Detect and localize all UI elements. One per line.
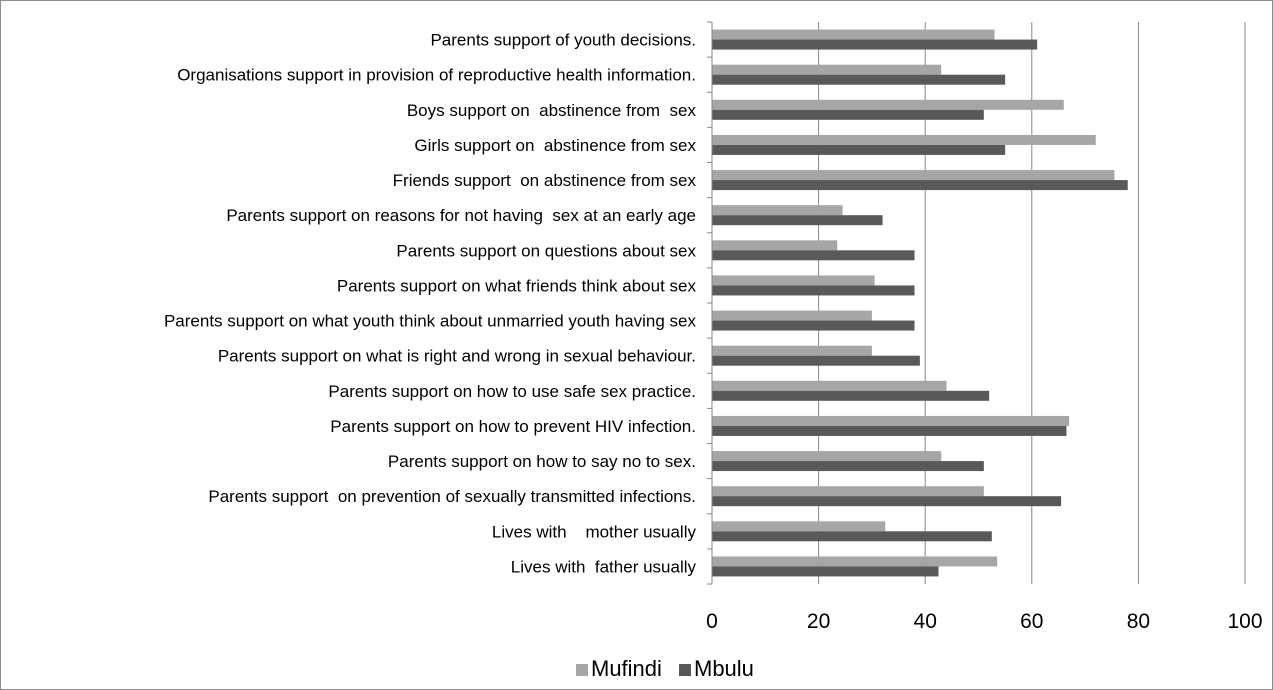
legend-swatch-mufindi [576, 664, 588, 676]
bar-mbulu-6 [712, 250, 915, 261]
category-label: Parents support on what is right and wro… [218, 347, 696, 366]
bar-mufindi-9 [712, 345, 872, 356]
legend-swatch-mbulu [679, 664, 691, 676]
bar-mufindi-8 [712, 310, 872, 321]
category-label: Boys support on abstinence from sex [407, 101, 697, 120]
bar-mufindi-3 [712, 134, 1096, 145]
bar-mufindi-6 [712, 240, 838, 251]
bar-mbulu-13 [712, 496, 1062, 507]
category-labels: Parents support of youth decisions. Organ… [164, 31, 697, 577]
bar-mbulu-3 [712, 144, 1006, 155]
bar-mufindi-15 [712, 556, 998, 567]
bar-mufindi-12 [712, 451, 942, 462]
bar-mbulu-14 [712, 531, 992, 542]
bar-mbulu-2 [712, 109, 984, 120]
category-label: Parents support on reasons for not havin… [226, 206, 696, 225]
category-label: Parents support on questions about sex [396, 241, 696, 260]
legend-label-mufindi: Mufindi [591, 656, 662, 681]
bar-mufindi-13 [712, 486, 984, 497]
bar-mbulu-7 [712, 285, 915, 296]
category-label: Lives with mother usually [492, 522, 697, 541]
x-tick-label-100: 100 [1227, 610, 1262, 633]
bar-mufindi-2 [712, 99, 1064, 110]
bar-mufindi-7 [712, 275, 875, 286]
axes [707, 21, 713, 585]
x-tick-label-60: 60 [1020, 610, 1043, 633]
bar-mbulu-8 [712, 320, 915, 331]
bar-mufindi-14 [712, 521, 886, 532]
legend: Mufindi Mbulu [576, 656, 754, 681]
bar-mufindi-1 [712, 64, 942, 75]
bar-mufindi-4 [712, 170, 1115, 181]
category-label: Organisations support in provision of re… [177, 66, 696, 85]
bar-mbulu-10 [712, 390, 990, 401]
bar-mufindi-10 [712, 380, 947, 391]
category-label: Parents support on what friends think ab… [337, 276, 697, 295]
bar-mbulu-9 [712, 355, 920, 366]
category-label: Girls support on abstinence from sex [414, 136, 696, 155]
bar-mbulu-5 [712, 215, 883, 226]
category-label: Parents support on how to say no to sex. [388, 452, 696, 471]
x-tick-label-40: 40 [914, 610, 937, 633]
bar-mbulu-11 [712, 425, 1067, 436]
bar-mufindi-0 [712, 29, 995, 40]
bars [712, 29, 1128, 577]
category-label: Parents support on what youth think abou… [164, 312, 697, 331]
bar-mbulu-12 [712, 461, 984, 472]
x-tick-label-20: 20 [807, 610, 830, 633]
bar-mbulu-15 [712, 566, 939, 577]
bar-mufindi-5 [712, 205, 843, 216]
x-tick-label-80: 80 [1127, 610, 1150, 633]
category-label: Parents support on prevention of sexuall… [208, 487, 696, 506]
category-label: Parents support on how to prevent HIV in… [330, 417, 696, 436]
x-tick-label-0: 0 [706, 610, 718, 633]
bar-mbulu-4 [712, 180, 1128, 191]
category-label: Parents support on how to use safe sex p… [328, 382, 696, 401]
legend-label-mbulu: Mbulu [694, 656, 754, 681]
x-tick-labels: 0 20 40 60 80 100 [706, 610, 1262, 633]
bar-mbulu-0 [712, 39, 1038, 50]
category-label: Friends support on abstinence from sex [393, 171, 697, 190]
bar-mbulu-1 [712, 74, 1006, 85]
category-label: Parents support of youth decisions. [430, 31, 696, 50]
category-label: Lives with father usually [511, 557, 697, 576]
bar-mufindi-11 [712, 415, 1070, 426]
